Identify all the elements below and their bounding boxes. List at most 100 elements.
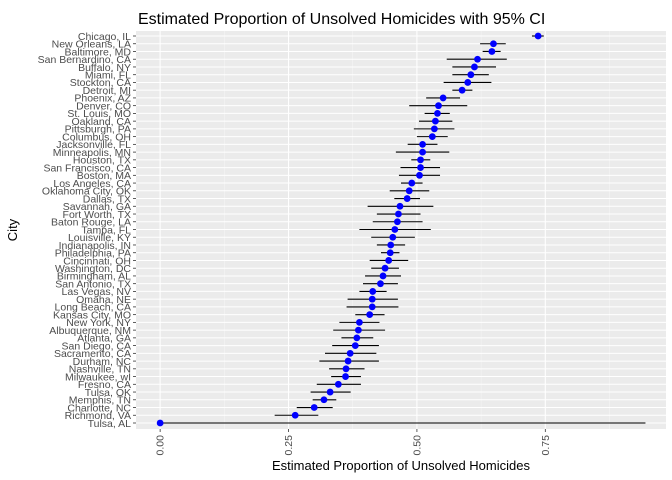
y-tick-label: Atlanta, GA (77, 333, 131, 345)
x-tick-label: 0.00 (155, 435, 167, 456)
y-tick-label: Indianapolis, IN (59, 240, 131, 252)
data-point (356, 318, 363, 326)
data-point (439, 94, 447, 102)
data-point (344, 357, 352, 365)
data-point (381, 264, 389, 272)
y-tick-label: St. Louis, MO (67, 108, 131, 120)
data-point (474, 55, 481, 63)
y-tick-label: New Orleans, LA (52, 39, 131, 51)
y-tick-label: Tulsa, AL (88, 418, 132, 430)
y-tick-label: Charlotte, NC (67, 402, 131, 414)
y-tick-label: San Diego, CA (62, 340, 131, 352)
y-tick-label: Kansas City, MO (53, 309, 131, 321)
y-tick-label: Buffalo, NY (78, 62, 131, 74)
y-tick-label: Omaha, NE (76, 294, 131, 306)
data-point (368, 295, 376, 303)
y-tick-label: Jacksonville, FL (56, 139, 131, 151)
data-point (326, 388, 334, 396)
y-tick-label: Pittsburgh, PA (65, 124, 131, 136)
y-tick-label: Louisville, KY (68, 232, 131, 244)
data-point (405, 187, 413, 195)
y-tick-label: Oakland, CA (71, 116, 131, 128)
data-point (396, 202, 404, 210)
data-point (351, 342, 359, 349)
x-axis-title: Estimated Proportion of Unsolved Homicid… (272, 458, 530, 473)
data-point (434, 110, 441, 117)
y-tick-label: Boston, MA (77, 170, 131, 182)
y-tick-label: Tulsa, OK (85, 387, 131, 399)
gridlines (136, 31, 666, 429)
data-point (394, 218, 401, 226)
y-tick-label: Washington, DC (55, 263, 131, 275)
y-tick-label: Detroit, MI (83, 85, 131, 97)
data-point (386, 249, 394, 257)
y-tick-label: Tampa, FL (81, 224, 131, 236)
y-tick-label: San Francisco, CA (43, 162, 131, 174)
y-tick-label: Phoenix, AZ (74, 93, 131, 105)
data-point (464, 79, 472, 86)
data-point (156, 419, 164, 427)
data-point (458, 86, 466, 94)
chart-title: Estimated Proportion of Unsolved Homicid… (138, 11, 545, 28)
data-point (419, 140, 426, 148)
y-tick-label: Milwaukee, wI (65, 371, 131, 383)
data-point (342, 373, 349, 380)
data-point (291, 411, 299, 419)
data-point (395, 210, 402, 218)
y-tick-label: Chicago, IL (78, 31, 131, 43)
y-tick-label: Los Angeles, CA (53, 178, 131, 190)
data-point (435, 102, 442, 110)
y-tick-label: Baton Rouge, LA (51, 217, 131, 229)
data-point (334, 380, 342, 388)
y-tick-label: Columbus, OH (62, 131, 131, 143)
data-point (403, 195, 411, 202)
y-tick-label: New York, NY (66, 317, 131, 329)
data-point (379, 272, 387, 280)
data-point (430, 125, 438, 133)
data-point (416, 171, 423, 179)
y-tick-label: Savannah, GA (63, 201, 131, 213)
y-tick-label: Las Vegas, NV (62, 286, 131, 298)
y-tick-label: Dallas, TX (83, 193, 131, 205)
data-point (488, 48, 496, 55)
data-point (490, 40, 497, 48)
y-tick-label: Durham, NC (73, 356, 132, 368)
data-points (156, 32, 542, 427)
y-tick-label: Houston, TX (73, 155, 131, 167)
data-point (354, 326, 362, 334)
y-tick-label: Cincinnati, OH (63, 255, 131, 267)
y-tick-label: Denver, CO (76, 100, 131, 112)
data-point (391, 226, 399, 233)
y-tick-label: Miami, FL (85, 70, 131, 82)
x-tick-label: 0.75 (540, 435, 552, 456)
x-tick-label: 0.50 (411, 435, 423, 456)
x-ticks: 0.00 0.25 0.50 0.75 (155, 429, 552, 455)
data-point (471, 63, 478, 71)
y-tick-label: Memphis, TN (69, 395, 131, 407)
data-point (408, 179, 416, 187)
data-point (419, 148, 426, 156)
data-point (417, 156, 424, 164)
y-tick-label: Nashville, TN (69, 364, 131, 376)
data-point (432, 117, 439, 125)
data-point (377, 280, 384, 288)
y-tick-label: Fort Worth, TX (63, 209, 131, 221)
data-point (353, 334, 361, 342)
y-tick-label: Albuquerque, NM (49, 325, 131, 337)
y-tick-label: Minneapolis, MN (53, 147, 131, 159)
data-point (534, 32, 542, 40)
data-point (346, 349, 354, 357)
data-point (320, 396, 328, 404)
y-tick-label: Stockton, CA (70, 77, 131, 89)
data-point (368, 303, 376, 311)
data-point (389, 233, 397, 241)
y-tick-label: San Bernardino, CA (38, 54, 131, 66)
data-point (417, 164, 424, 171)
y-tick-label: Birmingham, AL (57, 271, 131, 283)
y-tick-label: Fresno, CA (78, 379, 131, 391)
data-point (385, 257, 393, 264)
y-tick-label: Oklahoma City, OK (42, 186, 131, 198)
y-tick-label: Richmond, VA (65, 410, 131, 422)
